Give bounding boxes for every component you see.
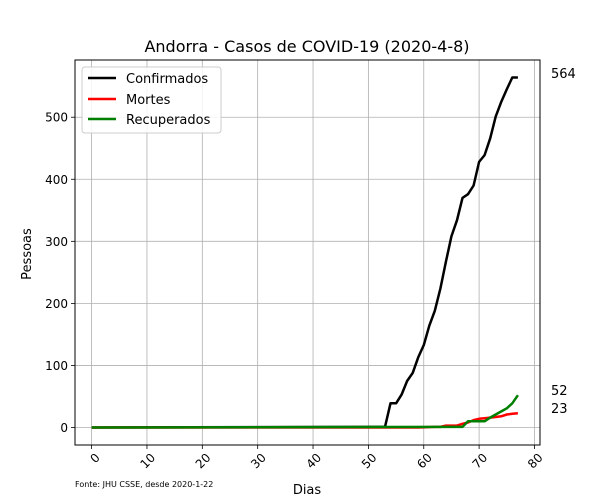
- plot-frame: [74, 59, 541, 446]
- end-label-recuperados: 52: [551, 384, 568, 399]
- y-tick-label: 0: [60, 421, 68, 435]
- legend-label-mortes: Mortes: [126, 93, 171, 108]
- series-lines: [91, 76, 519, 429]
- y-axis-label: Pessoas: [20, 228, 35, 280]
- y-tick-label: 100: [45, 359, 68, 373]
- y-tick-label: 300: [45, 235, 68, 249]
- end-label-confirmados: 564: [551, 67, 576, 82]
- series-line-recuperados: [91, 394, 519, 429]
- series-line-confirmados: [91, 76, 518, 429]
- legend: Confirmados Mortes Recuperados: [81, 66, 222, 134]
- chart-title: Andorra - Casos de COVID-19 (2020-4-8): [144, 37, 469, 56]
- y-tick-label: 500: [45, 111, 68, 125]
- y-tick-label: 400: [45, 173, 68, 187]
- x-axis-label: Dias: [293, 483, 322, 498]
- source-note: Fonte: JHU CSSE, desde 2020-1-22: [75, 480, 213, 489]
- legend-label-recuperados: Recuperados: [126, 113, 211, 128]
- end-labels: 564 52 23: [551, 67, 576, 417]
- legend-label-confirmados: Confirmados: [126, 72, 208, 87]
- y-tick-label: 200: [45, 297, 68, 311]
- legend-box: [81, 66, 222, 134]
- end-label-mortes: 23: [551, 402, 568, 417]
